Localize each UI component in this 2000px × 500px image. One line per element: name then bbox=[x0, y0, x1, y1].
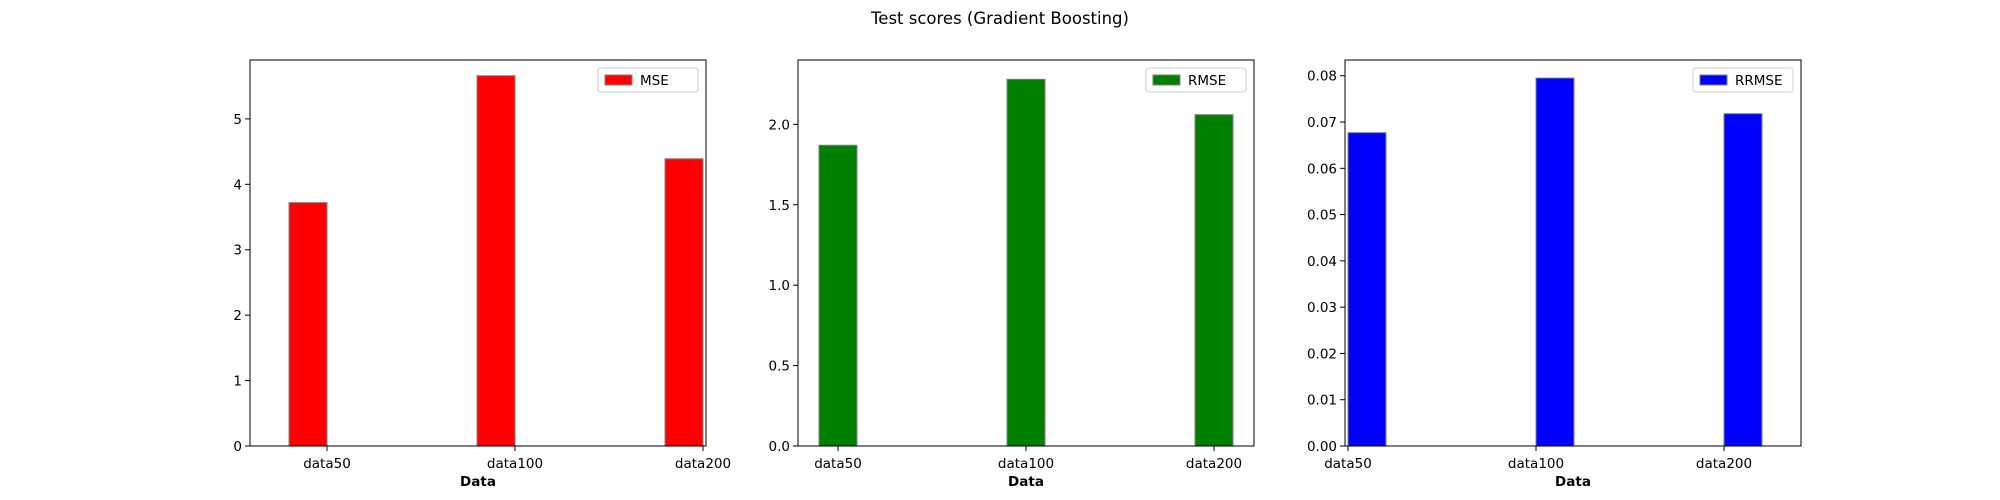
y-tick-label: 2.0 bbox=[769, 117, 790, 133]
x-tick-label: data100 bbox=[487, 456, 543, 472]
bar-data100 bbox=[1006, 78, 1046, 447]
y-tick-label: 0.05 bbox=[1307, 208, 1337, 224]
legend-box bbox=[597, 67, 699, 93]
y-tick-label: 0.08 bbox=[1307, 69, 1337, 85]
chart-3: 0.00 0.01 0.02 0.03 0.04 0.05 0.06 0.07 0.08 data… bbox=[1307, 59, 1802, 490]
y-tick-label: 0.04 bbox=[1307, 254, 1337, 270]
bar-data50 bbox=[818, 144, 858, 447]
figure-title: Test scores (Gradient Boosting) bbox=[870, 9, 1129, 28]
x-axis-label: Data bbox=[460, 474, 496, 490]
y-tick-label: 0.5 bbox=[769, 359, 790, 375]
legend: RMSE bbox=[1145, 67, 1247, 93]
y-tick-label: 1.5 bbox=[769, 198, 790, 214]
legend-label: MSE bbox=[640, 73, 669, 89]
axes-frame bbox=[249, 59, 707, 447]
x-tick-label: data200 bbox=[1696, 456, 1752, 472]
chart-2: 0.0 0.5 1.0 1.5 2.0 data50 data100 data200 Data R… bbox=[769, 59, 1255, 490]
legend-label: RRMSE bbox=[1735, 73, 1783, 89]
legend: MSE bbox=[597, 67, 699, 93]
x-tick-label: data100 bbox=[1508, 456, 1564, 472]
y-tick-label: 3 bbox=[233, 243, 242, 259]
legend-swatch bbox=[1699, 74, 1728, 86]
y-tick-label: 0.06 bbox=[1307, 161, 1337, 177]
y-tick-label: 0.00 bbox=[1307, 439, 1337, 455]
legend-label: RMSE bbox=[1188, 73, 1226, 89]
x-tick-label: data100 bbox=[998, 456, 1054, 472]
axes-frame bbox=[1344, 59, 1802, 447]
x-tick-label: data50 bbox=[303, 456, 351, 472]
y-tick-label: 1 bbox=[233, 374, 242, 390]
bar-data50 bbox=[1347, 132, 1387, 447]
x-axis-label: Data bbox=[1555, 474, 1591, 490]
bar-data200 bbox=[664, 158, 704, 447]
x-tick-label: data200 bbox=[1186, 456, 1242, 472]
legend-swatch bbox=[1152, 74, 1181, 86]
y-tick-label: 0.07 bbox=[1307, 115, 1337, 131]
y-tick-label: 0.01 bbox=[1307, 393, 1337, 409]
bar-data100 bbox=[1535, 77, 1575, 447]
y-tick-label: 0.02 bbox=[1307, 346, 1337, 362]
y-tick-label: 2 bbox=[233, 308, 242, 324]
chart-1: 0 1 2 3 4 5 data50 data100 data200 Data MSE bbox=[233, 59, 731, 490]
legend-box bbox=[1145, 67, 1247, 93]
x-tick-label: data200 bbox=[675, 456, 731, 472]
legend: RRMSE bbox=[1692, 67, 1794, 93]
bar-data50 bbox=[288, 202, 328, 447]
x-axis-label: Data bbox=[1008, 474, 1044, 490]
y-tick-label: 1.0 bbox=[769, 278, 790, 294]
charts: 0 1 2 3 4 5 data50 data100 data200 Data MSE 0.0 0.5 1… bbox=[233, 59, 1802, 490]
legend-swatch bbox=[604, 74, 633, 86]
y-tick-label: 4 bbox=[233, 177, 242, 193]
bar-data100 bbox=[476, 75, 516, 447]
y-tick-label: 0.0 bbox=[769, 439, 790, 455]
y-tick-label: 0.03 bbox=[1307, 300, 1337, 316]
legend-box bbox=[1692, 67, 1794, 93]
y-tick-label: 5 bbox=[233, 112, 242, 128]
bar-data200 bbox=[1723, 113, 1763, 447]
x-tick-label: data50 bbox=[1324, 456, 1372, 472]
y-tick-label: 0 bbox=[233, 439, 242, 455]
bar-data200 bbox=[1194, 114, 1234, 447]
x-tick-label: data50 bbox=[814, 456, 862, 472]
